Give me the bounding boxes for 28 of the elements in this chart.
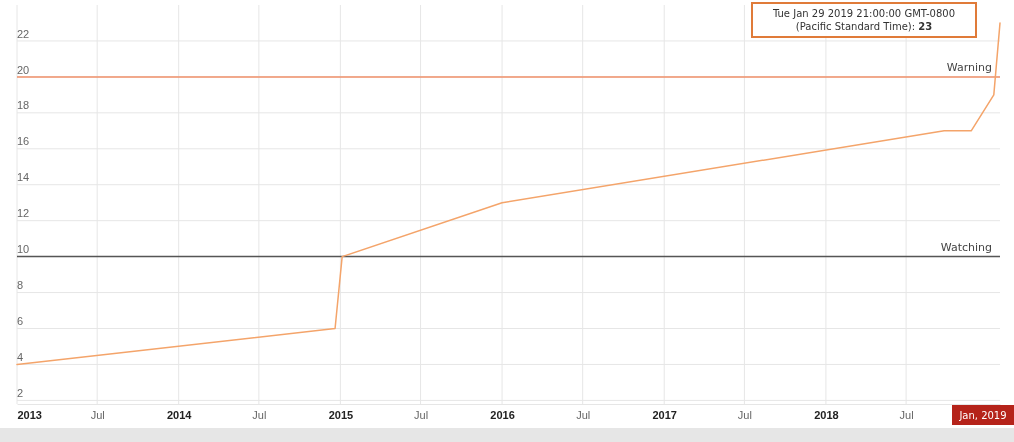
y-tick-label: 10 xyxy=(17,243,30,256)
x-tick-label: 2017 xyxy=(652,409,677,422)
tooltip-box: Tue Jan 29 2019 21:00:00 GMT-0800 (Pacific Standard Time): 23 xyxy=(751,2,977,38)
text: Jan, 2019 xyxy=(958,410,1007,421)
x-tick-label: 2018 xyxy=(814,409,839,422)
y-tick-label: 6 xyxy=(17,315,24,328)
x-tick-label: Jul xyxy=(414,409,429,422)
y-tick-label: 14 xyxy=(17,171,30,184)
x-tick-label: 2016 xyxy=(490,409,515,422)
y-tick-label: 20 xyxy=(17,63,30,76)
x-tick-label: Jul xyxy=(252,409,267,422)
x-tick-label: 2015 xyxy=(328,409,354,422)
y-tick-label: 8 xyxy=(17,279,24,292)
y-tick-label: 18 xyxy=(17,99,30,112)
y-tick-label: 4 xyxy=(17,351,24,364)
x-tick-label: 2013 xyxy=(17,409,42,422)
annotation: Tue Jan 29 2019 21:00:00 GMT-0800 (Pacific Standard Time): 23 xyxy=(771,8,956,32)
ref-line-label: Watching xyxy=(940,240,992,254)
x-tick-label: Jul xyxy=(576,409,591,422)
ref-line-label: Warning xyxy=(946,60,992,74)
y-tick-label: 16 xyxy=(17,135,30,148)
y-tick-label: 2 xyxy=(17,387,24,400)
x-tick-label: Jul xyxy=(737,409,752,422)
x-tick-label: Jul xyxy=(899,409,914,422)
y-tick-label: 22 xyxy=(17,27,30,40)
x-tick-label: 2014 xyxy=(166,409,193,422)
x-tick-label: Jul xyxy=(90,409,105,422)
y-tick-label: 12 xyxy=(17,207,30,220)
